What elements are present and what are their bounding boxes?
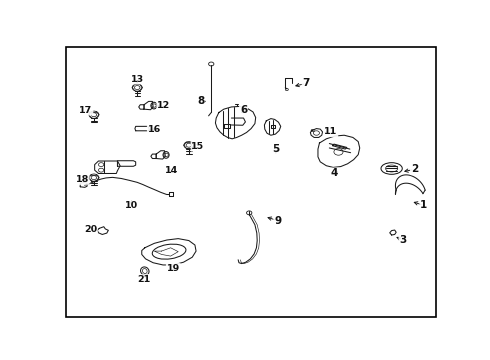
Text: 5: 5 — [272, 144, 279, 153]
Text: 21: 21 — [137, 275, 150, 284]
Text: 15: 15 — [192, 142, 204, 151]
Text: 13: 13 — [131, 75, 144, 84]
Text: 1: 1 — [420, 201, 428, 210]
Text: 7: 7 — [302, 78, 310, 89]
Text: 3: 3 — [399, 235, 407, 245]
Text: 20: 20 — [84, 225, 97, 234]
Text: 4: 4 — [331, 168, 339, 179]
Text: 14: 14 — [165, 166, 178, 175]
Text: 12: 12 — [157, 101, 171, 110]
Text: 6: 6 — [240, 105, 247, 115]
Text: 19: 19 — [167, 264, 180, 273]
Text: 16: 16 — [147, 125, 161, 134]
Text: 9: 9 — [274, 216, 281, 226]
Text: 11: 11 — [324, 127, 338, 136]
Text: 8: 8 — [197, 96, 205, 107]
Text: 10: 10 — [125, 201, 138, 210]
Text: 18: 18 — [75, 175, 89, 184]
Text: 2: 2 — [411, 164, 418, 174]
Text: 17: 17 — [79, 106, 93, 115]
